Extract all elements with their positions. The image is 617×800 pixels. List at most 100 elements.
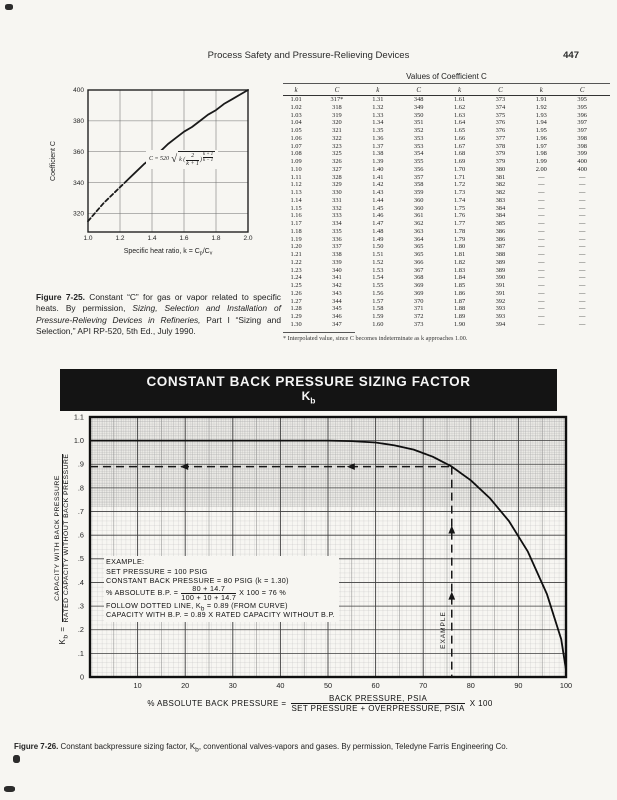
table-row: 1.18 335 1.48 363 1.78 386 — — — [283, 228, 610, 236]
table-cell: 1.89 — [453, 313, 466, 320]
table-cell: 1.08 — [290, 150, 302, 158]
table-cell: 1.35 — [372, 127, 384, 134]
frac-den: RATED CAPACITY WITHOUT BACK PRESSURE — [61, 453, 71, 623]
caption-segment: Sizing, Selection and Installation of Pr… — [36, 303, 281, 325]
table-cell: 363 — [413, 227, 424, 235]
table-cell: 1.54 — [372, 274, 384, 282]
equation-body: k ( — [179, 157, 186, 164]
table-cell: — — [578, 227, 586, 235]
table-row: 1.22 339 1.52 366 1.82 389 — — — [283, 259, 610, 267]
table-cell: 394 — [495, 320, 506, 328]
table-cell: 338 — [332, 251, 342, 258]
x-axis-label: Specific heat ratio, k = Cp/Cv — [124, 248, 213, 257]
figure26-caption: Figure 7-26. Constant backpressure sizin… — [14, 742, 608, 753]
table-cell: 369 — [413, 289, 424, 297]
table-cell: 373 — [413, 320, 424, 328]
table-cell: 380 — [495, 165, 506, 173]
column-header: k — [364, 83, 391, 96]
scan-mark — [5, 4, 13, 10]
x-tick-label: 1.2 — [115, 235, 124, 242]
table-cell: 365 — [413, 243, 424, 251]
table-cell: — — [578, 251, 586, 258]
frac-den: 100 + 10 + 14.7 — [181, 592, 237, 602]
x-tick-label: 40 — [276, 681, 284, 690]
table-cell: 317* — [330, 96, 344, 103]
curve-dashed — [87, 178, 129, 223]
table-cell: 355 — [413, 158, 424, 165]
table-cell: 367 — [413, 266, 424, 274]
table-cell: 322 — [332, 134, 342, 142]
table-row: 1.16 333 1.46 361 1.76 384 — — — [283, 212, 610, 220]
table-cell: 1.65 — [453, 127, 466, 134]
table-row: 1.08 325 1.38 354 1.68 379 1.98 399 — [283, 150, 610, 158]
table-cell: 1.30 — [290, 320, 302, 328]
table-cell: 1.09 — [290, 158, 302, 165]
example-line: % ABSOLUTE B.P. = 80 + 14.7 100 + 10 + 14… — [106, 584, 335, 602]
table-row: 1.26 343 1.56 369 1.86 391 — — — [283, 290, 610, 298]
banner-subtitle: Kb — [60, 389, 557, 405]
table-cell: 1.15 — [290, 204, 302, 212]
example-line: FOLLOW DOTTED LINE, Kb = 0.89 (FROM CURV… — [106, 600, 335, 612]
table-cell: 382 — [495, 181, 506, 189]
table-cell: 400 — [577, 158, 587, 165]
table-cell: 1.78 — [453, 227, 466, 235]
table-cell: 1.77 — [453, 220, 466, 227]
table-cell: 1.72 — [453, 181, 466, 189]
table-cell: 386 — [495, 235, 506, 243]
table-cell: — — [578, 297, 586, 305]
example-line: CAPACITY WITH B.P. = 0.89 X RATED CAPACI… — [106, 610, 335, 620]
y-axis-label: Coefficient C — [50, 141, 57, 181]
example-line: EXAMPLE: — [106, 557, 145, 566]
table-cell: 1.03 — [290, 111, 302, 119]
table-cell: 1.14 — [290, 196, 302, 204]
equals-sign: = — [57, 626, 67, 635]
example-text: = 0.89 (FROM CURVE) — [204, 600, 288, 610]
table-cell: 1.70 — [453, 165, 466, 173]
table-cell: 1.97 — [535, 142, 547, 150]
table-cell: 1.42 — [372, 181, 384, 189]
table-cell: 332 — [332, 204, 342, 212]
arrow-left-icon — [180, 463, 189, 471]
table-cell: 318 — [332, 103, 342, 111]
x-tick-label: 70 — [419, 681, 427, 690]
table-cell: 1.02 — [290, 103, 302, 111]
table-cell: 1.90 — [453, 320, 466, 328]
table-cell: 1.33 — [372, 111, 384, 119]
table-cell: 354 — [413, 150, 424, 158]
page-header-title: Process Safety and Pressure-Relieving De… — [207, 50, 410, 61]
x-tick-label: 2.0 — [243, 235, 252, 242]
table-row: 1.04 320 1.34 351 1.64 376 1.94 397 — [283, 119, 610, 127]
table-cell: 1.76 — [453, 212, 466, 220]
table-cell: 1.88 — [453, 305, 466, 313]
table-cell: 382 — [495, 189, 506, 196]
table-cell: 389 — [495, 266, 506, 274]
y-tick-label: 1.1 — [74, 412, 84, 421]
table-row: 1.19 336 1.49 364 1.79 386 — — — [283, 236, 610, 244]
x-tick-label: 100 — [560, 681, 572, 690]
table-cell: 1.67 — [453, 142, 466, 150]
table-cell: 377 — [495, 134, 506, 142]
table-row: 1.14 331 1.44 360 1.74 383 — — — [283, 197, 610, 205]
table-cell: 346 — [332, 313, 342, 320]
table-cell: 353 — [413, 142, 424, 150]
table-cell: 1.87 — [453, 297, 466, 305]
caption-segment: Part I “Sizing and Selection,” API RP-52… — [36, 314, 281, 336]
table-cell: 1.43 — [372, 189, 384, 196]
table-footnote: * Interpolated value, since C becomes in… — [283, 334, 468, 342]
table-cell: 1.80 — [453, 243, 466, 251]
table-cell: — — [538, 227, 545, 235]
table-cell: 339 — [332, 258, 342, 266]
xlabel-fraction: BACK PRESSURE, PSIA SET PRESSURE + OVERPR… — [291, 694, 465, 713]
table-cell: 1.98 — [535, 150, 547, 158]
table-cell: 320 — [332, 119, 342, 127]
table-cell: — — [578, 196, 586, 204]
table-cell: 1.95 — [535, 127, 547, 134]
table-cell: 353 — [413, 134, 424, 142]
table-cell: 1.12 — [290, 181, 302, 189]
table-cell: — — [578, 305, 586, 313]
equation-lhs: C = 520 — [149, 156, 170, 163]
table-cell: 1.75 — [453, 204, 466, 212]
table-cell: — — [538, 297, 545, 305]
column-header: C — [390, 83, 447, 96]
